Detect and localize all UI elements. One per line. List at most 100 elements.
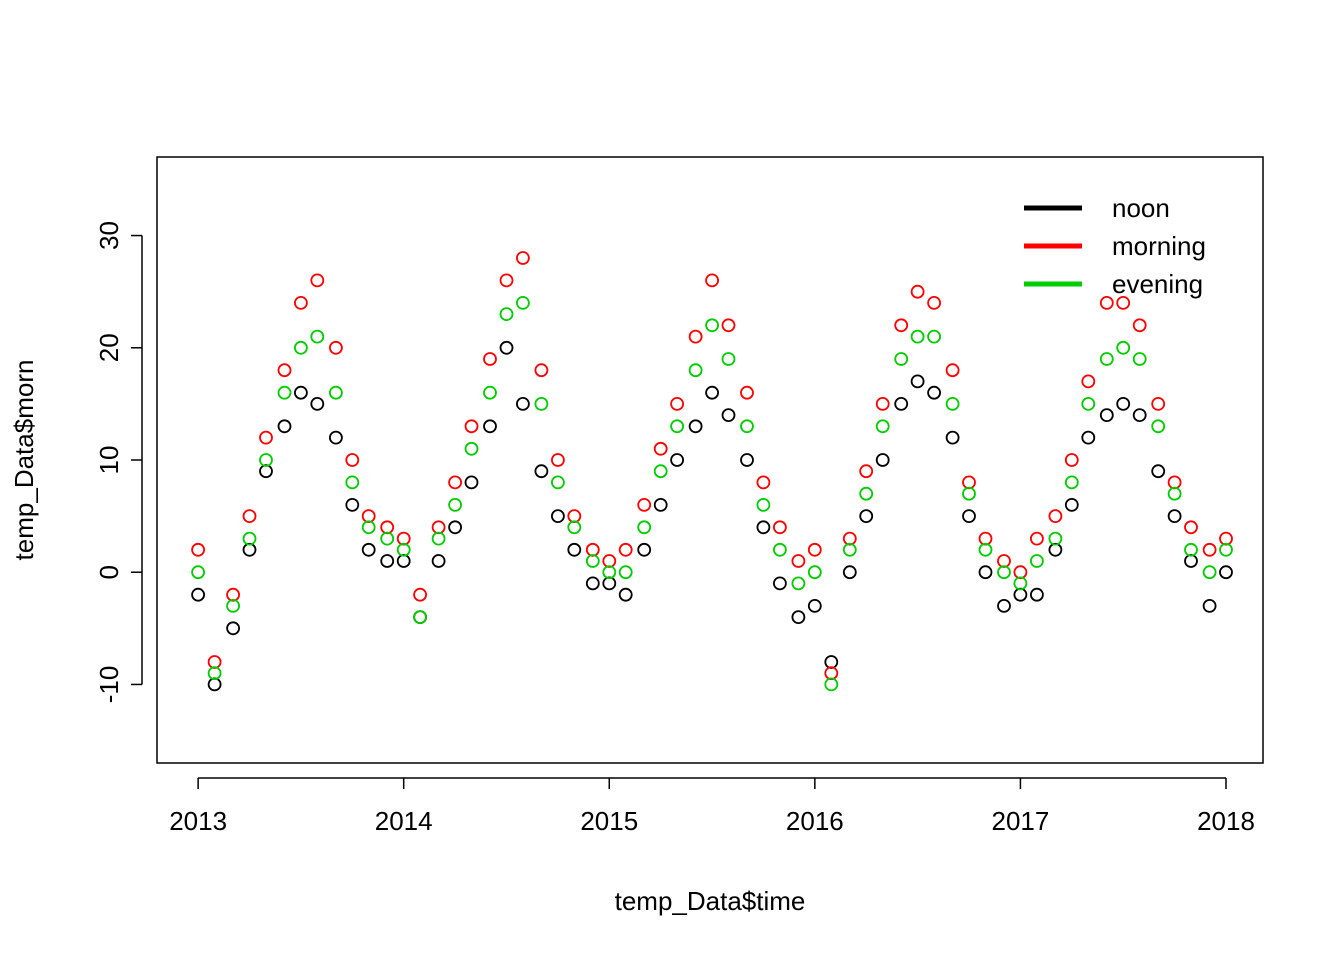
noon-point: [207, 677, 222, 692]
noon-point: [910, 374, 925, 389]
evening-point: [431, 531, 446, 546]
noon-point: [277, 419, 292, 434]
noon-point: [483, 419, 497, 434]
noon-point: [1184, 554, 1198, 568]
noon-point: [431, 554, 446, 568]
noon-point: [1030, 587, 1044, 602]
evening-point: [464, 441, 479, 456]
evening-point: [756, 497, 771, 512]
evening-point: [962, 486, 976, 501]
noon-point: [242, 542, 257, 557]
noon-point: [499, 340, 514, 355]
morning-point: [791, 554, 806, 568]
morning-point: [1132, 318, 1147, 333]
noon-legend-label: noon: [1112, 193, 1170, 223]
noon-point: [927, 385, 941, 400]
evening-point: [1167, 486, 1182, 501]
morning-point: [361, 509, 376, 523]
noon-point: [191, 587, 206, 602]
noon-point: [567, 542, 582, 557]
evening-point: [740, 419, 754, 434]
morning-point: [894, 318, 909, 333]
morning-point: [1151, 396, 1166, 411]
noon-point: [1064, 497, 1079, 512]
noon-point: [516, 396, 530, 411]
morning-point: [585, 542, 600, 557]
noon-point: [791, 610, 806, 624]
noon-point: [1116, 396, 1131, 411]
evening-point: [859, 486, 874, 501]
morning-point: [670, 396, 684, 411]
noon-point: [396, 554, 411, 568]
evening-point: [1048, 531, 1063, 546]
morning-point: [927, 295, 941, 310]
evening-point: [705, 318, 719, 333]
evening-point: [259, 453, 273, 467]
noon-point: [740, 453, 754, 467]
evening-point: [602, 565, 617, 580]
noon-point: [345, 497, 360, 512]
y-tick-label: 20: [94, 333, 124, 362]
morning-point: [431, 520, 446, 535]
noon-point: [756, 520, 771, 535]
evening-point: [927, 329, 941, 344]
evening-point: [483, 385, 497, 400]
noon-point: [653, 497, 668, 512]
evening-point: [842, 542, 857, 557]
noon-point: [997, 599, 1011, 613]
morning-point: [807, 542, 822, 557]
evening-point: [361, 520, 376, 535]
noon-point: [226, 621, 241, 636]
morning-point: [688, 329, 703, 344]
evening-point: [567, 520, 582, 535]
evening-point: [618, 565, 633, 580]
noon-point: [945, 430, 960, 445]
morning-point: [277, 363, 292, 378]
evening-point: [1184, 542, 1198, 557]
morning-point: [1167, 475, 1182, 490]
evening-point: [1132, 352, 1147, 366]
noon-point: [1099, 408, 1114, 423]
noon-point: [962, 509, 976, 523]
points-layer: [191, 251, 1233, 692]
noon-point: [637, 542, 652, 557]
evening-point: [910, 329, 925, 344]
noon-point: [1167, 509, 1182, 523]
evening-point: [534, 396, 549, 411]
evening-point: [242, 531, 257, 546]
evening-point: [551, 475, 565, 490]
x-tick-label: 2016: [786, 806, 844, 836]
noon-point: [602, 576, 617, 591]
noon-point: [894, 396, 909, 411]
noon-point: [1013, 587, 1028, 602]
morning-point: [396, 531, 411, 546]
evening-point: [670, 419, 684, 434]
noon-point: [842, 565, 857, 580]
x-tick-label: 2018: [1197, 806, 1255, 836]
morning-point: [824, 666, 839, 681]
noon-point: [1219, 565, 1233, 580]
morning-point: [413, 587, 428, 602]
morning-point: [293, 295, 308, 310]
morning-point: [242, 509, 257, 523]
evening-point: [1219, 542, 1233, 557]
morning-point: [226, 587, 241, 602]
morning-point: [945, 363, 960, 378]
noon-point: [688, 419, 703, 434]
noon-point: [859, 509, 874, 523]
legend: noon morning evening: [1024, 193, 1206, 299]
morning-point: [1116, 295, 1131, 310]
evening-legend-label: evening: [1112, 269, 1203, 299]
noon-point: [551, 509, 565, 523]
morning-point: [1081, 374, 1096, 389]
morning-point: [207, 655, 222, 669]
noon-point: [824, 655, 839, 669]
noon-point: [1081, 430, 1096, 445]
morning-point: [842, 531, 857, 546]
noon-point: [721, 408, 736, 423]
x-tick-label: 2015: [580, 806, 638, 836]
evening-point: [637, 520, 652, 535]
evening-point: [277, 385, 292, 400]
morning-point: [705, 273, 719, 288]
